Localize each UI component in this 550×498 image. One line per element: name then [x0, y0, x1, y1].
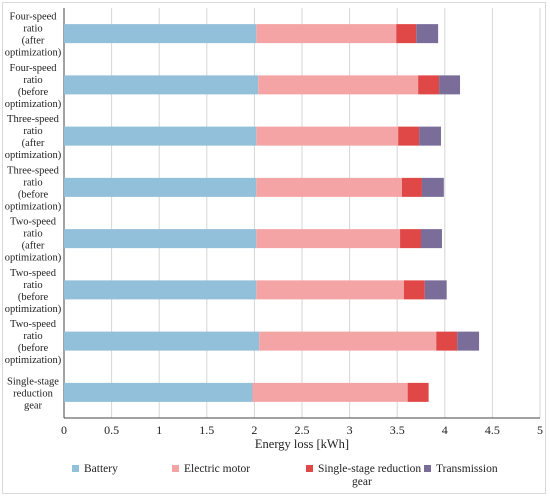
- bar-segment: [457, 331, 480, 351]
- category-label: Three-speed ratio (before optimization): [5, 165, 62, 212]
- bar-segment: [64, 280, 257, 300]
- category-label: Two-speed ratio (before optimization): [5, 268, 62, 315]
- bar-segment: [400, 229, 421, 249]
- legend-label: Battery: [84, 463, 118, 475]
- x-tick-label: 2: [251, 423, 257, 437]
- x-tick-label: 0: [61, 423, 67, 437]
- bar-segment: [424, 280, 447, 300]
- bar-segment: [439, 75, 461, 95]
- x-tick-label: 1.5: [199, 423, 214, 437]
- bar-segment: [64, 75, 259, 95]
- legend-swatch: [306, 465, 313, 472]
- bar-segment: [436, 331, 458, 351]
- category-label: Two-speed ratio (after optimization): [5, 217, 62, 264]
- category-label: Two-speed ratio (before optimization): [5, 319, 62, 366]
- legend-swatch: [172, 465, 179, 472]
- bar-segment: [256, 24, 397, 44]
- x-tick-label: 0.5: [104, 423, 119, 437]
- bar-segment: [64, 126, 257, 146]
- legend-label: Transmission: [436, 463, 498, 475]
- bar-segment: [421, 177, 444, 197]
- x-tick-label: 2.5: [295, 423, 310, 437]
- category-label: Three-speed ratio (after optimization): [5, 114, 62, 161]
- x-tick-label: 4: [442, 423, 448, 437]
- bar-segment: [421, 229, 442, 249]
- category-label: Four-speed ratio (before optimization): [5, 63, 62, 110]
- category-label: Four-speed ratio (after optimization): [5, 12, 62, 59]
- legend-swatch: [72, 465, 79, 472]
- bar-segment: [416, 24, 439, 44]
- bar-segment: [418, 75, 440, 95]
- bar-segment: [396, 24, 417, 44]
- bar-segment: [64, 331, 260, 351]
- bar-segment: [64, 177, 257, 197]
- legend-label: Electric motor: [184, 463, 250, 475]
- bar-segment: [403, 280, 425, 300]
- bar-segment: [407, 382, 429, 402]
- bar-segment: [64, 229, 257, 249]
- x-tick-label: 5: [537, 423, 543, 437]
- x-tick-label: 1: [156, 423, 162, 437]
- bar-segment: [256, 126, 399, 146]
- x-tick-label: 3: [347, 423, 353, 437]
- x-axis-title: Energy loss [kWh]: [255, 437, 349, 451]
- category-label: Single-stage reduction gear: [7, 376, 59, 411]
- bar-segment: [256, 177, 402, 197]
- bar-segment: [398, 126, 420, 146]
- bar-segment: [256, 229, 401, 249]
- bar-segment: [64, 382, 253, 402]
- x-tick-label: 4.5: [485, 423, 500, 437]
- x-tick-label: 3.5: [390, 423, 405, 437]
- bar-segment: [252, 382, 408, 402]
- legend-label: Single-stage reduction gear: [318, 463, 421, 488]
- legend-swatch: [424, 465, 431, 472]
- bar-segment: [401, 177, 422, 197]
- bar-segment: [259, 331, 437, 351]
- bar-segment: [256, 280, 404, 300]
- bar-segment: [258, 75, 419, 95]
- bar-segment: [64, 24, 257, 44]
- bar-segment: [419, 126, 441, 146]
